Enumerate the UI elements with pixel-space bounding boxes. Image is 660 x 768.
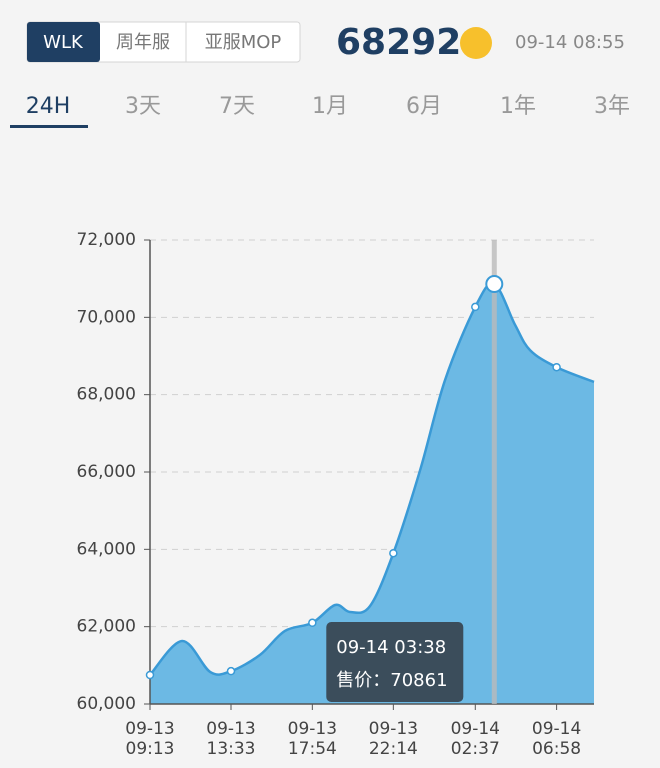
y-tick-label: 68,000 [77,385,136,405]
tooltip-value: 70861 [390,670,447,691]
x-tick-label: 02:37 [451,739,500,759]
period-tab[interactable]: 24H [26,94,71,119]
x-tick-label: 09-13 [288,719,337,739]
point [308,618,317,628]
point [226,666,236,676]
period-tab[interactable]: 6月 [406,94,442,119]
update-time: 09-14 08:55 [515,32,625,53]
point [552,362,561,372]
x-tick-label: 09-13 [206,719,255,739]
period-tab[interactable]: 3年 [594,94,630,119]
period-underline [10,125,88,128]
server-tab[interactable]: 亚服MOP [205,32,282,53]
coin-icon [460,27,492,59]
x-tick-label: 13:33 [207,739,256,759]
period-tab[interactable]: 1月 [312,94,348,119]
tab-active-bg[interactable] [27,22,100,62]
period-tab[interactable]: 7天 [219,94,255,119]
y-tick-label: 66,000 [77,462,136,482]
tooltip-box [326,622,464,702]
x-tick-label: 17:54 [288,739,337,759]
highlight-point [485,275,504,294]
y-tick-label: 62,000 [77,617,136,637]
period-tab[interactable]: 1年 [500,94,536,119]
server-tab[interactable]: 周年服 [116,32,170,53]
x-tick-label: 06:58 [532,739,581,759]
x-tick-label: 09-13 [125,719,174,739]
area [150,283,594,704]
chart: 60,000 62,000 64,000 66,000 68,000 70,000 72,0… [77,230,595,759]
point [471,302,480,312]
x-tick-label: 09-13 [369,719,418,739]
point [389,548,398,558]
x-tick-label: 09-14 [451,719,500,739]
point [145,670,155,680]
x-tick-label: 22:14 [369,739,418,759]
period-tab[interactable]: 3天 [125,94,161,119]
server-tab[interactable]: WLK [43,32,84,53]
tooltip-label: 售价： [336,670,390,691]
tooltip-time: 09-14 03:38 [336,637,446,658]
price: 68292 [336,22,461,63]
y-tick-label: 60,000 [77,694,136,714]
y-tick-label: 64,000 [77,539,136,559]
y-tick-label: 72,000 [77,230,136,250]
y-tick-label: 70,000 [77,307,136,327]
x-tick-label: 09:13 [126,739,175,759]
x-tick-label: 09-14 [532,719,581,739]
